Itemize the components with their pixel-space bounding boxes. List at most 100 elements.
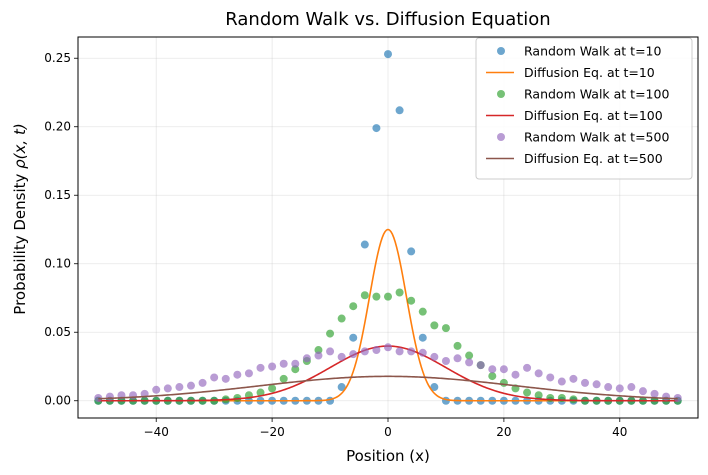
data-point — [441, 357, 450, 366]
data-point — [279, 374, 288, 383]
legend-label: Diffusion Eq. at t=500 — [524, 151, 663, 166]
data-point — [256, 363, 265, 372]
data-point — [662, 392, 671, 401]
series-5 — [94, 343, 682, 402]
data-point — [407, 296, 416, 305]
data-point — [407, 247, 416, 256]
data-point — [384, 292, 392, 301]
data-point — [453, 354, 462, 363]
data-point — [279, 359, 288, 368]
data-point — [268, 384, 277, 393]
legend-marker — [497, 133, 505, 141]
y-axis-title-math: ρ(x, t) — [11, 123, 29, 169]
data-point — [615, 384, 624, 393]
data-point — [372, 124, 381, 133]
data-point — [499, 365, 508, 374]
data-point — [465, 351, 474, 360]
data-point — [418, 307, 427, 316]
legend-marker — [497, 90, 505, 98]
data-point — [372, 292, 381, 301]
data-point — [627, 383, 636, 392]
data-point — [326, 347, 335, 356]
data-point — [384, 50, 392, 59]
x-tick-label: 0 — [384, 425, 392, 439]
plot-series — [94, 50, 682, 405]
data-point — [453, 341, 462, 350]
series-line — [98, 375, 678, 400]
data-point — [360, 240, 369, 249]
data-point — [163, 384, 172, 393]
y-axis-title-text: Probability Density — [11, 169, 29, 315]
data-point — [418, 333, 427, 342]
data-point — [418, 348, 427, 357]
x-tick-label: −40 — [144, 425, 169, 439]
y-tick-label: 0.15 — [44, 188, 71, 202]
data-point — [534, 391, 543, 400]
data-point — [337, 383, 346, 392]
x-tick-label: −20 — [259, 425, 284, 439]
data-point — [638, 387, 647, 396]
data-point — [546, 373, 555, 382]
data-point — [360, 291, 369, 300]
data-point — [210, 373, 219, 382]
data-point — [430, 352, 439, 361]
x-tick-label: 40 — [612, 425, 627, 439]
y-tick-label: 0.20 — [44, 120, 71, 134]
data-point — [349, 350, 358, 359]
data-point — [152, 385, 161, 394]
data-point — [360, 347, 369, 356]
data-point — [581, 378, 590, 387]
legend-label: Random Walk at t=100 — [524, 87, 669, 102]
data-point — [326, 329, 335, 338]
data-point — [546, 393, 555, 402]
chart-title: Random Walk vs. Diffusion Equation — [225, 9, 550, 30]
data-point — [604, 383, 613, 392]
data-point — [557, 377, 566, 386]
legend-marker — [497, 47, 505, 55]
data-point — [314, 351, 323, 360]
data-point — [569, 395, 578, 404]
data-point — [349, 302, 358, 311]
data-point — [198, 378, 207, 387]
data-point — [233, 370, 242, 379]
data-point — [372, 346, 381, 355]
legend-label: Diffusion Eq. at t=10 — [524, 65, 655, 80]
axis-ticks: −40 −20 0 20 40 0.00 0.05 0.10 0.15 0.20 0.25 — [44, 51, 627, 439]
legend: Random Walk at t=10 Diffusion Eq. at t=10… — [475, 37, 693, 180]
data-point — [395, 106, 404, 115]
legend-label: Random Walk at t=500 — [524, 130, 669, 145]
data-point — [430, 383, 439, 392]
data-point — [476, 361, 485, 370]
y-tick-label: 0.10 — [44, 257, 71, 271]
data-point — [384, 343, 392, 352]
data-point — [523, 363, 532, 372]
data-point — [488, 365, 497, 374]
data-point — [511, 370, 520, 379]
data-point — [268, 362, 277, 371]
y-tick-label: 0.05 — [44, 325, 71, 339]
y-axis-title: Probability Density ρ(x, t) — [11, 123, 29, 314]
data-point — [291, 359, 300, 368]
data-point — [430, 321, 439, 330]
data-point — [407, 347, 416, 356]
data-point — [302, 354, 311, 363]
legend-label: Random Walk at t=10 — [524, 44, 661, 59]
data-point — [337, 314, 346, 323]
data-point — [465, 358, 474, 367]
series-6 — [98, 375, 678, 400]
data-point — [569, 374, 578, 383]
data-point — [233, 393, 242, 402]
data-point — [349, 333, 358, 342]
data-point — [523, 388, 532, 397]
legend-box — [475, 37, 693, 180]
data-point — [488, 372, 497, 381]
data-point — [650, 389, 659, 398]
data-point — [499, 378, 508, 387]
data-point — [244, 369, 253, 378]
y-tick-label: 0.00 — [44, 394, 71, 408]
data-point — [186, 381, 195, 390]
x-tick-label: 20 — [496, 425, 511, 439]
legend-label: Diffusion Eq. at t=100 — [524, 108, 663, 123]
data-point — [256, 388, 265, 397]
